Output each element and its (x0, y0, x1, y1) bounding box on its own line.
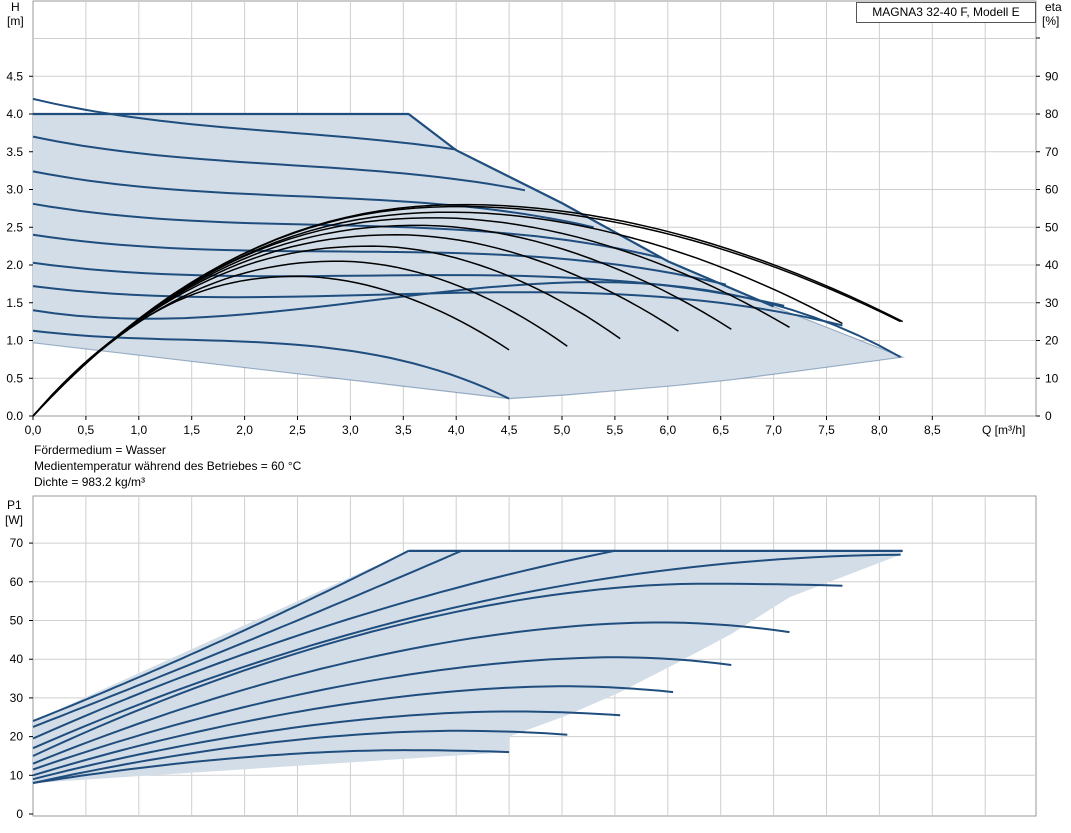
head-envelope-lower (32, 305, 906, 400)
y2-tick-label: 20 (1045, 334, 1059, 348)
x-tick-label: 4,0 (448, 423, 465, 437)
y2-tick-label: 50 (1045, 220, 1059, 234)
flow-axis-label: Q [m³/h] (982, 423, 1025, 437)
y2-tick-label: 10 (1045, 371, 1059, 385)
power-axis-label: P1 (7, 498, 22, 512)
model-label: MAGNA3 32-40 F, Modell E (856, 2, 1036, 23)
y-tick-label: 0.0 (6, 409, 23, 423)
y2-tick-label: 70 (1045, 145, 1059, 159)
head-curve (32, 97, 457, 151)
head-curve (32, 233, 727, 286)
x-tick-label: 4,5 (501, 423, 518, 437)
top-chart-ticks: 0,0 0,5 1,0 1,5 2,0 2,5 3,0 3,5 4,0 4,5 5,0 5,5 6,0 6… (6, 37, 1059, 437)
head-envelope-area (33, 114, 903, 399)
y-tick-label: 0.5 (6, 371, 23, 385)
note-medium: Fördermedium = Wasser (34, 443, 166, 457)
x-tick-label: 6,5 (712, 423, 729, 437)
power-curve (32, 549, 410, 723)
eta-axis-label: eta (1045, 0, 1062, 14)
head-axis-unit: [m] (7, 14, 24, 28)
y2-tick-label: 90 (1045, 69, 1059, 83)
y-tick-label: 50 (10, 614, 24, 628)
y-tick-label: 2.0 (6, 258, 23, 272)
y-tick-label: 3.0 (6, 183, 23, 197)
x-tick-label: 1,5 (183, 423, 200, 437)
x-tick-label: 7,5 (818, 423, 835, 437)
power-curve (32, 749, 510, 784)
power-curve (32, 729, 568, 784)
head-envelope-boundary (33, 112, 775, 308)
head-curves (32, 97, 906, 400)
x-tick-label: 3,5 (395, 423, 412, 437)
x-tick-label: 0,0 (25, 423, 42, 437)
note-density: Dichte = 983.2 kg/m³ (34, 475, 146, 489)
y2-tick-label: 30 (1045, 296, 1059, 310)
x-tick-label: 8,5 (924, 423, 941, 437)
y-tick-label: 1.5 (6, 296, 23, 310)
y-tick-label: 30 (10, 691, 24, 705)
power-curve (32, 549, 462, 728)
head-curve (32, 329, 510, 400)
y2-tick-label: 60 (1045, 183, 1059, 197)
y-tick-label: 40 (10, 652, 24, 666)
power-curve (32, 582, 843, 757)
y-tick-label: 3.5 (6, 145, 23, 159)
power-curve (32, 656, 732, 771)
x-tick-label: 0,5 (78, 423, 95, 437)
bottom-chart-ticks: 0 10 20 30 40 50 60 70 (10, 536, 33, 821)
bottom-chart-frame (32, 495, 1037, 817)
y-tick-label: 2.5 (6, 220, 23, 234)
power-curves (32, 549, 903, 784)
x-tick-label: 7,0 (765, 423, 782, 437)
x-tick-label: 2,5 (289, 423, 306, 437)
y2-tick-label: 0 (1045, 409, 1052, 423)
power-axis-unit: [W] (5, 513, 23, 527)
y-tick-label: 0 (16, 807, 23, 821)
y-tick-label: 1.0 (6, 334, 23, 348)
y2-tick-label: 80 (1045, 107, 1059, 121)
x-tick-label: 2,0 (236, 423, 253, 437)
power-curve (32, 549, 616, 740)
power-curve (32, 710, 621, 781)
y-tick-label: 4.0 (6, 107, 23, 121)
note-temperature: Medientemperatur während des Betriebes =… (34, 459, 302, 473)
y-tick-label: 10 (10, 768, 24, 782)
y-tick-label: 4.5 (6, 69, 23, 83)
efficiency-curves (32, 203, 904, 417)
y-tick-label: 20 (10, 730, 24, 744)
power-curve (32, 553, 901, 750)
y-tick-label: 60 (10, 575, 24, 589)
head-curve (32, 170, 594, 229)
x-tick-label: 5,5 (607, 423, 624, 437)
x-tick-label: 1,0 (130, 423, 147, 437)
y2-tick-label: 40 (1045, 258, 1059, 272)
x-tick-label: 3,0 (342, 423, 359, 437)
power-curve (32, 685, 674, 777)
eta-axis-unit: [%] (1042, 14, 1059, 28)
x-tick-label: 8,0 (871, 423, 888, 437)
x-tick-label: 6,0 (659, 423, 676, 437)
y-tick-label: 70 (10, 536, 24, 550)
power-curve (32, 621, 790, 765)
head-curve (32, 135, 526, 192)
head-envelope (33, 112, 903, 399)
head-axis-label: H (11, 0, 20, 14)
x-tick-label: 5,0 (554, 423, 571, 437)
eta-curve (32, 260, 568, 417)
eta-curve (32, 203, 904, 417)
